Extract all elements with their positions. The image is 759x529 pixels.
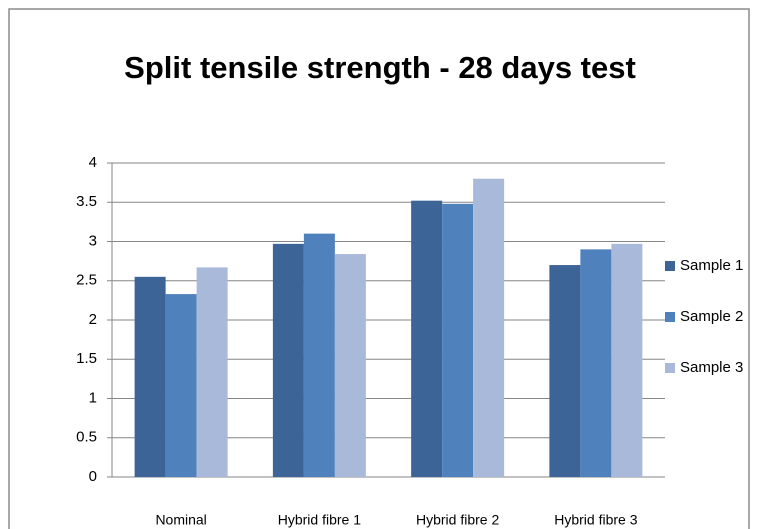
y-tick-label: 2.5 <box>76 272 97 289</box>
bar <box>549 265 581 477</box>
plot-area: 0 0.5 1 1.5 2 2.5 3 3.5 4 Nominal Hybrid fibre 1 Hy… <box>76 154 743 528</box>
bar <box>411 200 443 477</box>
bar <box>442 203 474 477</box>
bar <box>134 276 166 477</box>
legend-label: Sample 3 <box>680 359 743 376</box>
x-tick-label: Nominal <box>155 512 206 528</box>
bar <box>473 178 505 477</box>
legend-label: Sample 1 <box>680 257 743 274</box>
x-tick-label: Hybrid fibre 3 <box>554 512 637 528</box>
bar <box>580 249 612 477</box>
y-tick-label: 4 <box>89 154 97 171</box>
y-tick-label: 1 <box>89 389 97 406</box>
chart-title: Split tensile strength - 28 days test <box>124 50 636 85</box>
bar <box>165 294 197 477</box>
y-tick-label: 3 <box>89 232 97 249</box>
bar <box>611 243 643 477</box>
y-tick-label: 3.5 <box>76 193 97 210</box>
legend-swatch <box>665 312 675 322</box>
y-tick-label: 2 <box>89 311 97 328</box>
x-tick-label: Hybrid fibre 2 <box>416 512 499 528</box>
bar <box>272 243 304 477</box>
bar <box>303 233 335 477</box>
legend-swatch <box>665 363 675 373</box>
y-tick-label: 0.5 <box>76 429 97 446</box>
legend-swatch <box>665 261 675 271</box>
y-tick-label: 0 <box>89 468 97 485</box>
x-tick-label: Hybrid fibre 1 <box>278 512 361 528</box>
bar <box>334 254 366 477</box>
legend-label: Sample 2 <box>680 308 743 325</box>
bar <box>196 267 228 477</box>
y-tick-label: 1.5 <box>76 350 97 367</box>
